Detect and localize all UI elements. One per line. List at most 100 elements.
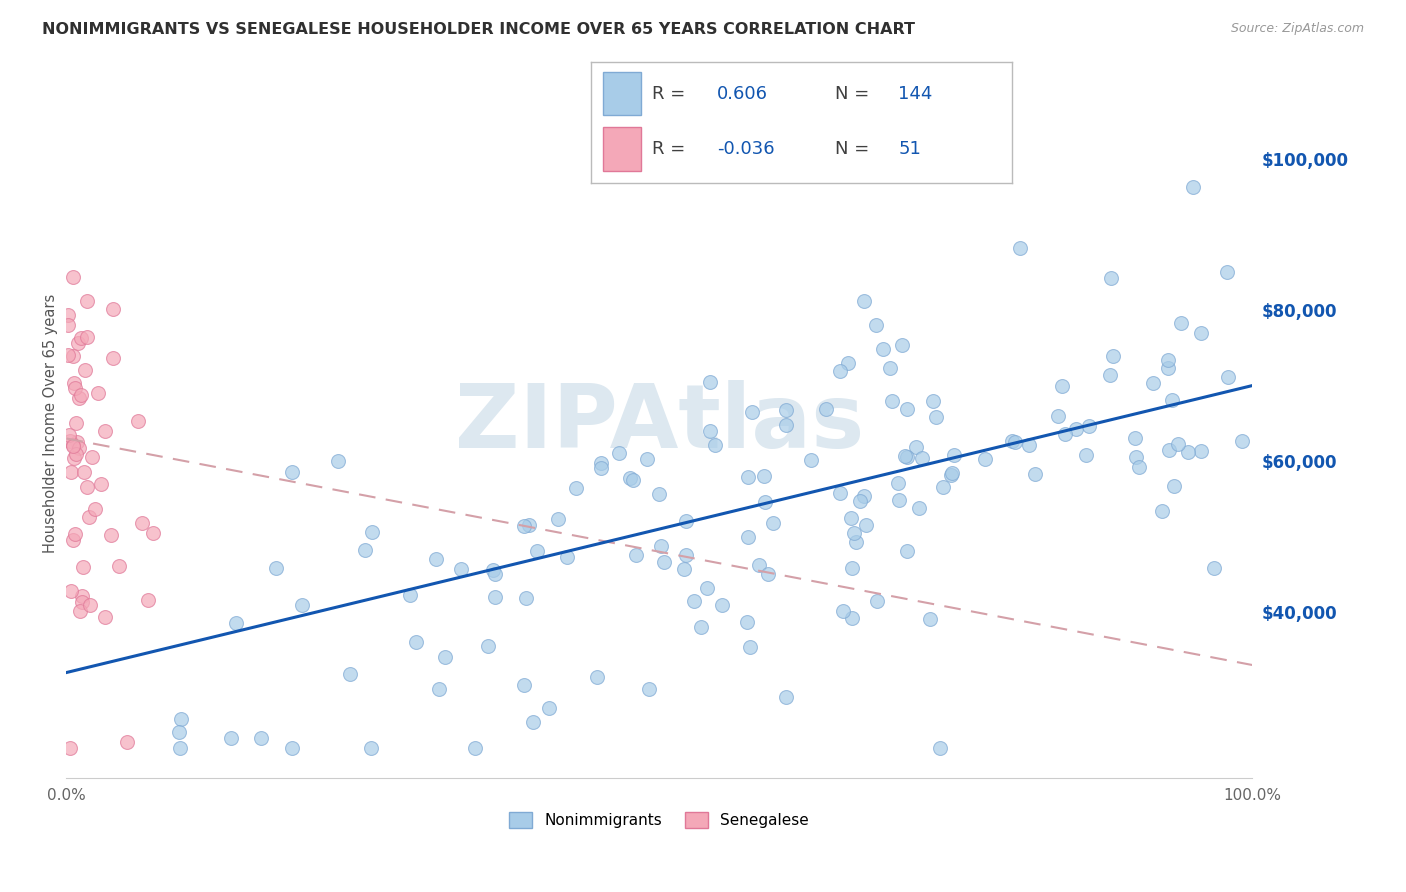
Point xyxy=(63,526,86,541)
Point xyxy=(849,494,872,508)
Text: NONIMMIGRANTS VS SENEGALESE HOUSEHOLDER INCOME OVER 65 YEARS CORRELATION CHART: NONIMMIGRANTS VS SENEGALESE HOUSEHOLDER … xyxy=(42,22,915,37)
Point xyxy=(526,543,548,558)
Point xyxy=(464,741,486,756)
Text: N =: N = xyxy=(835,140,869,158)
Point xyxy=(852,489,875,503)
Point xyxy=(1157,361,1180,376)
Point xyxy=(72,560,94,574)
Point xyxy=(699,424,721,438)
Point xyxy=(1157,353,1180,368)
Point xyxy=(169,741,191,756)
Point xyxy=(90,477,112,491)
FancyBboxPatch shape xyxy=(603,72,641,115)
Point xyxy=(921,394,943,409)
Point xyxy=(711,598,734,612)
Point xyxy=(696,581,718,595)
Point xyxy=(740,640,762,654)
Point xyxy=(65,447,87,461)
Point xyxy=(775,402,797,417)
Point xyxy=(108,559,131,574)
Point xyxy=(328,454,350,468)
Point xyxy=(1216,265,1239,279)
Point xyxy=(621,473,644,487)
Point xyxy=(77,510,100,524)
Point xyxy=(636,452,658,467)
Point xyxy=(399,588,422,602)
Point xyxy=(841,561,863,575)
Point xyxy=(920,612,942,626)
Point xyxy=(1150,504,1173,518)
Text: N =: N = xyxy=(835,85,869,103)
Point xyxy=(522,715,544,730)
Point xyxy=(842,526,865,541)
Point xyxy=(427,681,450,696)
Point xyxy=(73,465,96,479)
Point xyxy=(904,440,927,454)
Point xyxy=(832,604,855,618)
Point xyxy=(127,414,149,428)
Point xyxy=(59,434,82,448)
Point xyxy=(62,438,84,452)
Point xyxy=(62,269,84,284)
Point xyxy=(941,467,963,481)
Point xyxy=(1047,409,1070,423)
Point xyxy=(93,424,115,438)
Point xyxy=(100,527,122,541)
Point xyxy=(264,561,287,575)
Point xyxy=(131,516,153,530)
Point xyxy=(79,598,101,612)
Point xyxy=(59,583,82,598)
Point xyxy=(1050,379,1073,393)
Point xyxy=(896,450,918,465)
Point xyxy=(652,555,675,569)
Point xyxy=(894,449,917,463)
Point xyxy=(70,589,93,603)
Point xyxy=(353,542,375,557)
Point xyxy=(67,391,90,405)
Point xyxy=(1142,376,1164,390)
Point xyxy=(115,735,138,749)
Point xyxy=(56,349,79,363)
Point xyxy=(360,741,382,756)
Point xyxy=(484,590,506,604)
Point xyxy=(76,293,98,308)
Point xyxy=(84,501,107,516)
Point xyxy=(167,725,190,739)
Point xyxy=(1102,349,1125,363)
Point xyxy=(887,476,910,491)
Point xyxy=(775,690,797,704)
Point xyxy=(889,493,911,508)
Point xyxy=(619,471,641,485)
Point xyxy=(512,678,534,692)
Point xyxy=(1181,180,1204,194)
Point xyxy=(62,533,84,547)
Point xyxy=(62,350,84,364)
Text: 0.606: 0.606 xyxy=(717,85,768,103)
Point xyxy=(1189,326,1212,340)
Point xyxy=(67,441,90,455)
Point xyxy=(517,518,540,533)
Point xyxy=(704,438,727,452)
Point xyxy=(477,639,499,653)
Point xyxy=(281,465,304,479)
Point xyxy=(845,535,868,549)
Point xyxy=(800,453,823,467)
Text: Source: ZipAtlas.com: Source: ZipAtlas.com xyxy=(1230,22,1364,36)
Point xyxy=(87,385,110,400)
Point xyxy=(839,510,862,524)
Point xyxy=(1159,443,1181,458)
Point xyxy=(1054,427,1077,442)
Point xyxy=(482,563,505,577)
Point xyxy=(879,361,901,376)
Point xyxy=(484,567,506,582)
Text: ZIPAtlas: ZIPAtlas xyxy=(454,380,863,467)
FancyBboxPatch shape xyxy=(603,128,641,171)
Text: 144: 144 xyxy=(898,85,932,103)
Point xyxy=(675,548,697,562)
Point xyxy=(1230,434,1253,448)
Point xyxy=(69,388,91,402)
Point xyxy=(547,512,569,526)
Point xyxy=(737,530,759,544)
Point xyxy=(1099,368,1122,383)
Point xyxy=(607,446,630,460)
